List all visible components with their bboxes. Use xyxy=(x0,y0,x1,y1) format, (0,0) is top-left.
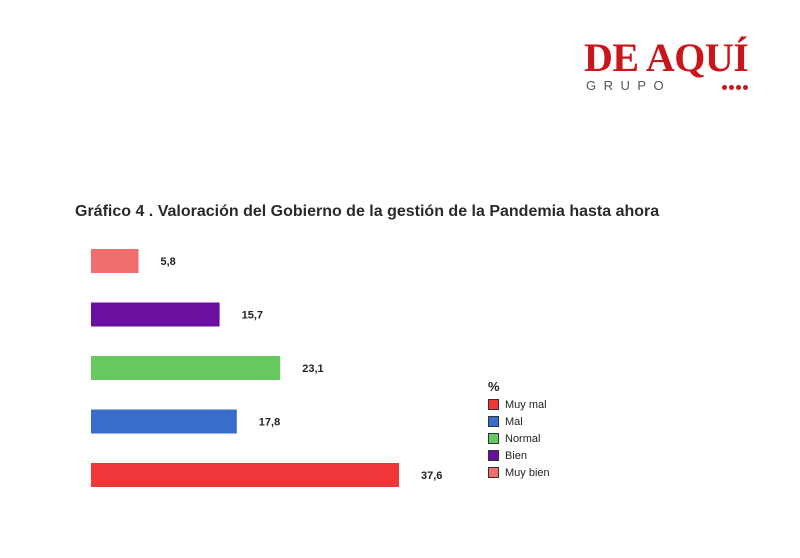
legend-swatch xyxy=(488,450,499,461)
legend-items: Muy mal Mal Normal Bien Muy bien xyxy=(488,396,598,481)
legend-item: Normal xyxy=(488,430,598,447)
logo-dot xyxy=(736,85,741,90)
legend-label: Mal xyxy=(505,415,523,428)
bar-normal xyxy=(91,356,281,380)
legend-swatch xyxy=(488,467,499,478)
legend-label: Bien xyxy=(505,449,528,462)
legend-swatch xyxy=(488,416,499,427)
legend-label: Muy bien xyxy=(505,466,550,479)
logo-wordmark: DE AQUÍ xyxy=(584,35,749,80)
bar-value-label: 15,7 xyxy=(242,310,263,322)
bar-value-label: 37,6 xyxy=(421,470,442,482)
legend-item: Mal xyxy=(488,413,598,430)
logo-dot xyxy=(743,85,748,90)
legend-swatch xyxy=(488,433,499,444)
bar-muy-mal xyxy=(91,463,399,487)
legend-swatch xyxy=(488,399,499,410)
bar-bien xyxy=(91,302,220,327)
chart-title: Gráfico 4 . Valoración del Gobierno de l… xyxy=(75,203,660,220)
bar-mal xyxy=(91,409,237,434)
logo-dot xyxy=(729,85,734,90)
legend-item: Muy mal xyxy=(488,396,598,413)
bar-value-label: 23,1 xyxy=(302,363,323,375)
logo-dot xyxy=(722,85,727,90)
legend-title: % xyxy=(488,379,500,394)
bar-muy-bien xyxy=(91,249,139,273)
chart-legend: % Muy mal Mal Normal Bien Muy bien xyxy=(488,379,598,481)
legend-item: Bien xyxy=(488,447,598,464)
legend-item: Muy bien xyxy=(488,464,598,481)
brand-logo: DE AQUÍ GRUPO xyxy=(580,36,770,98)
logo-subtitle: GRUPO xyxy=(586,78,672,93)
bar-value-label: 17,8 xyxy=(259,417,280,429)
bar-value-label: 5,8 xyxy=(161,256,176,268)
legend-label: Muy mal xyxy=(505,398,547,411)
legend-label: Normal xyxy=(505,432,541,445)
logo-dots xyxy=(722,85,748,90)
